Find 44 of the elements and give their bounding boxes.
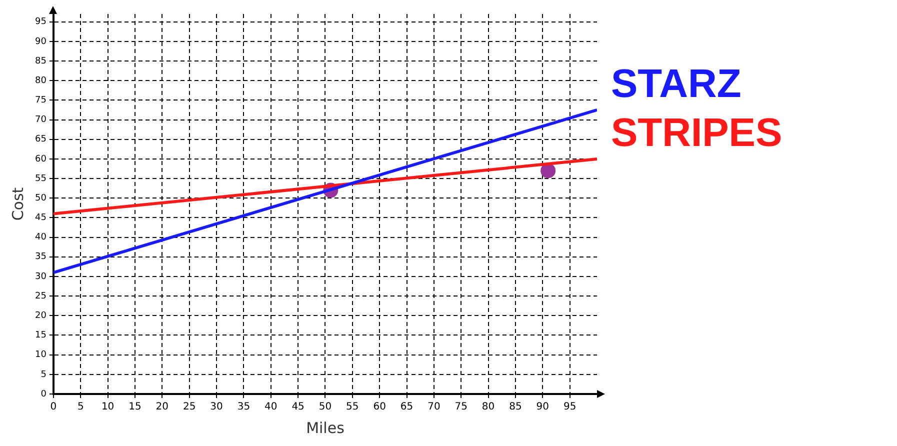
y-tick-label: 40: [35, 232, 47, 243]
x-tick-label: 5: [77, 402, 84, 413]
series-label: STARZ: [611, 62, 742, 106]
y-tick-label: 65: [35, 134, 46, 145]
y-tick-label: 0: [40, 389, 47, 400]
x-tick-label: 65: [400, 402, 414, 413]
x-tick-label: 25: [182, 402, 196, 413]
x-tick-label: 10: [101, 402, 114, 413]
series-label: STRIPES: [611, 110, 782, 155]
y-tick-label: 35: [35, 252, 46, 262]
y-tick-label: 30: [35, 272, 47, 282]
y-axis-title: Cost: [8, 187, 27, 221]
y-tick-label: 60: [35, 154, 47, 164]
y-tick-label: 50: [35, 193, 47, 204]
x-tick-label: 50: [318, 402, 332, 413]
x-tick-label: 85: [509, 402, 522, 413]
y-tick-label: 10: [35, 350, 47, 360]
y-tick-label: 20: [35, 310, 47, 321]
y-tick-label: 85: [35, 56, 46, 66]
x-tick-label: 0: [50, 402, 57, 413]
x-tick-label: 75: [454, 402, 468, 413]
y-tick-label: 90: [35, 36, 47, 47]
x-tick-label: 95: [563, 402, 576, 413]
x-tick-label: 80: [482, 402, 495, 413]
x-tick-label: 30: [210, 402, 223, 413]
y-tick-label: 25: [35, 291, 46, 302]
y-tick-label: 15: [35, 330, 46, 341]
x-tick-label: 15: [128, 402, 142, 413]
y-tick-label: 70: [35, 115, 47, 126]
x-tick-label: 40: [264, 402, 278, 413]
y-tick-label: 55: [35, 174, 46, 184]
x-tick-label: 90: [536, 402, 550, 413]
x-tick-label: 35: [237, 402, 250, 413]
y-tick-label: 95: [35, 17, 46, 28]
x-tick-label: 20: [156, 402, 169, 413]
x-tick-label: 45: [292, 402, 304, 413]
x-axis-title: Miles: [306, 418, 345, 437]
y-tick-label: 45: [35, 213, 46, 224]
y-tick-label: 5: [40, 370, 46, 380]
x-tick-label: 70: [428, 402, 440, 413]
y-tick-label: 75: [35, 96, 46, 106]
x-tick-label: 60: [373, 402, 386, 413]
x-tick-label: 55: [346, 402, 359, 413]
y-tick-label: 80: [35, 76, 47, 86]
